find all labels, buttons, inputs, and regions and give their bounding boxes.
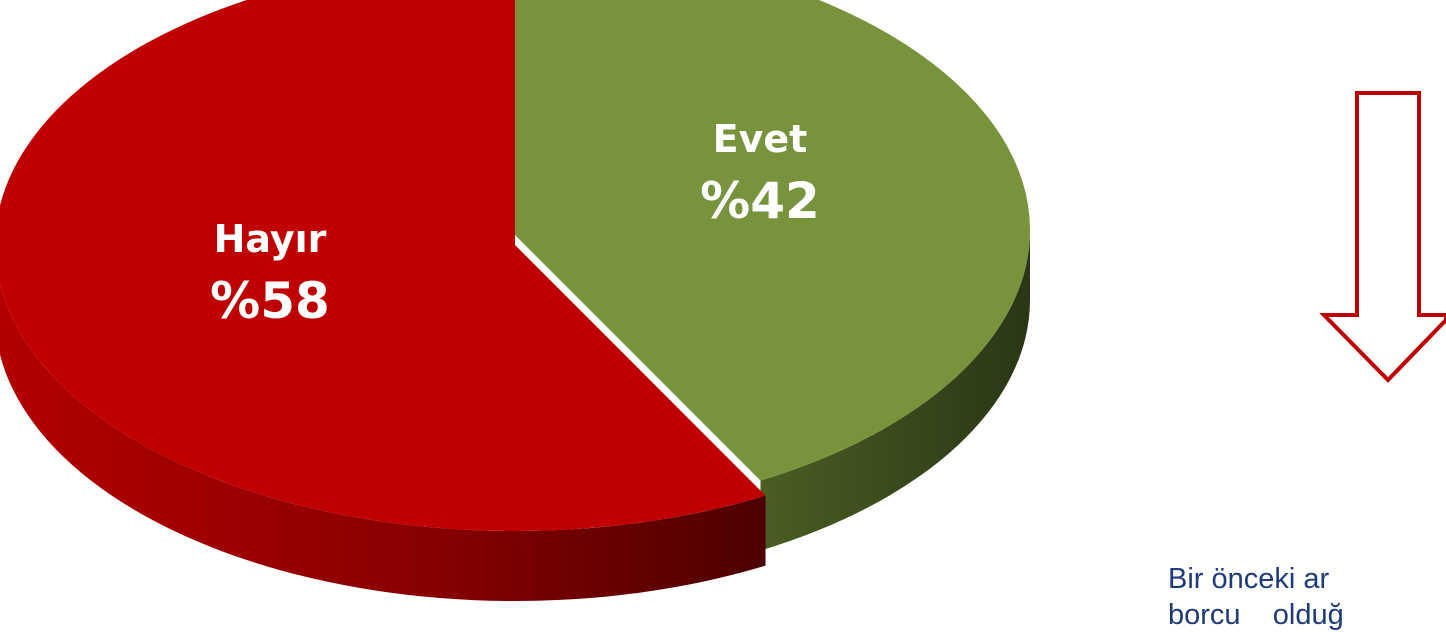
- caption-line-2: borcu olduğ: [1168, 599, 1344, 631]
- pie-slice-evet: [510, 0, 1030, 551]
- caption-line-1: Bir önceki ar: [1168, 563, 1330, 595]
- slice-label-value: %42: [700, 172, 820, 230]
- slice-label-name: Evet: [713, 117, 808, 161]
- pie-slice-hayr: [0, 0, 766, 601]
- down-arrow-icon: [1319, 91, 1446, 383]
- slice-side-wall: [0, 284, 766, 601]
- pie-chart: Evet %42 Hayır %58: [0, 0, 1446, 601]
- slice-top-face: [510, 0, 1030, 481]
- slice-side-wall: [760, 230, 1030, 551]
- slice-label-name: Hayır: [214, 217, 327, 261]
- slice-top-face: [0, 0, 766, 531]
- slice-label-value: %58: [210, 272, 330, 330]
